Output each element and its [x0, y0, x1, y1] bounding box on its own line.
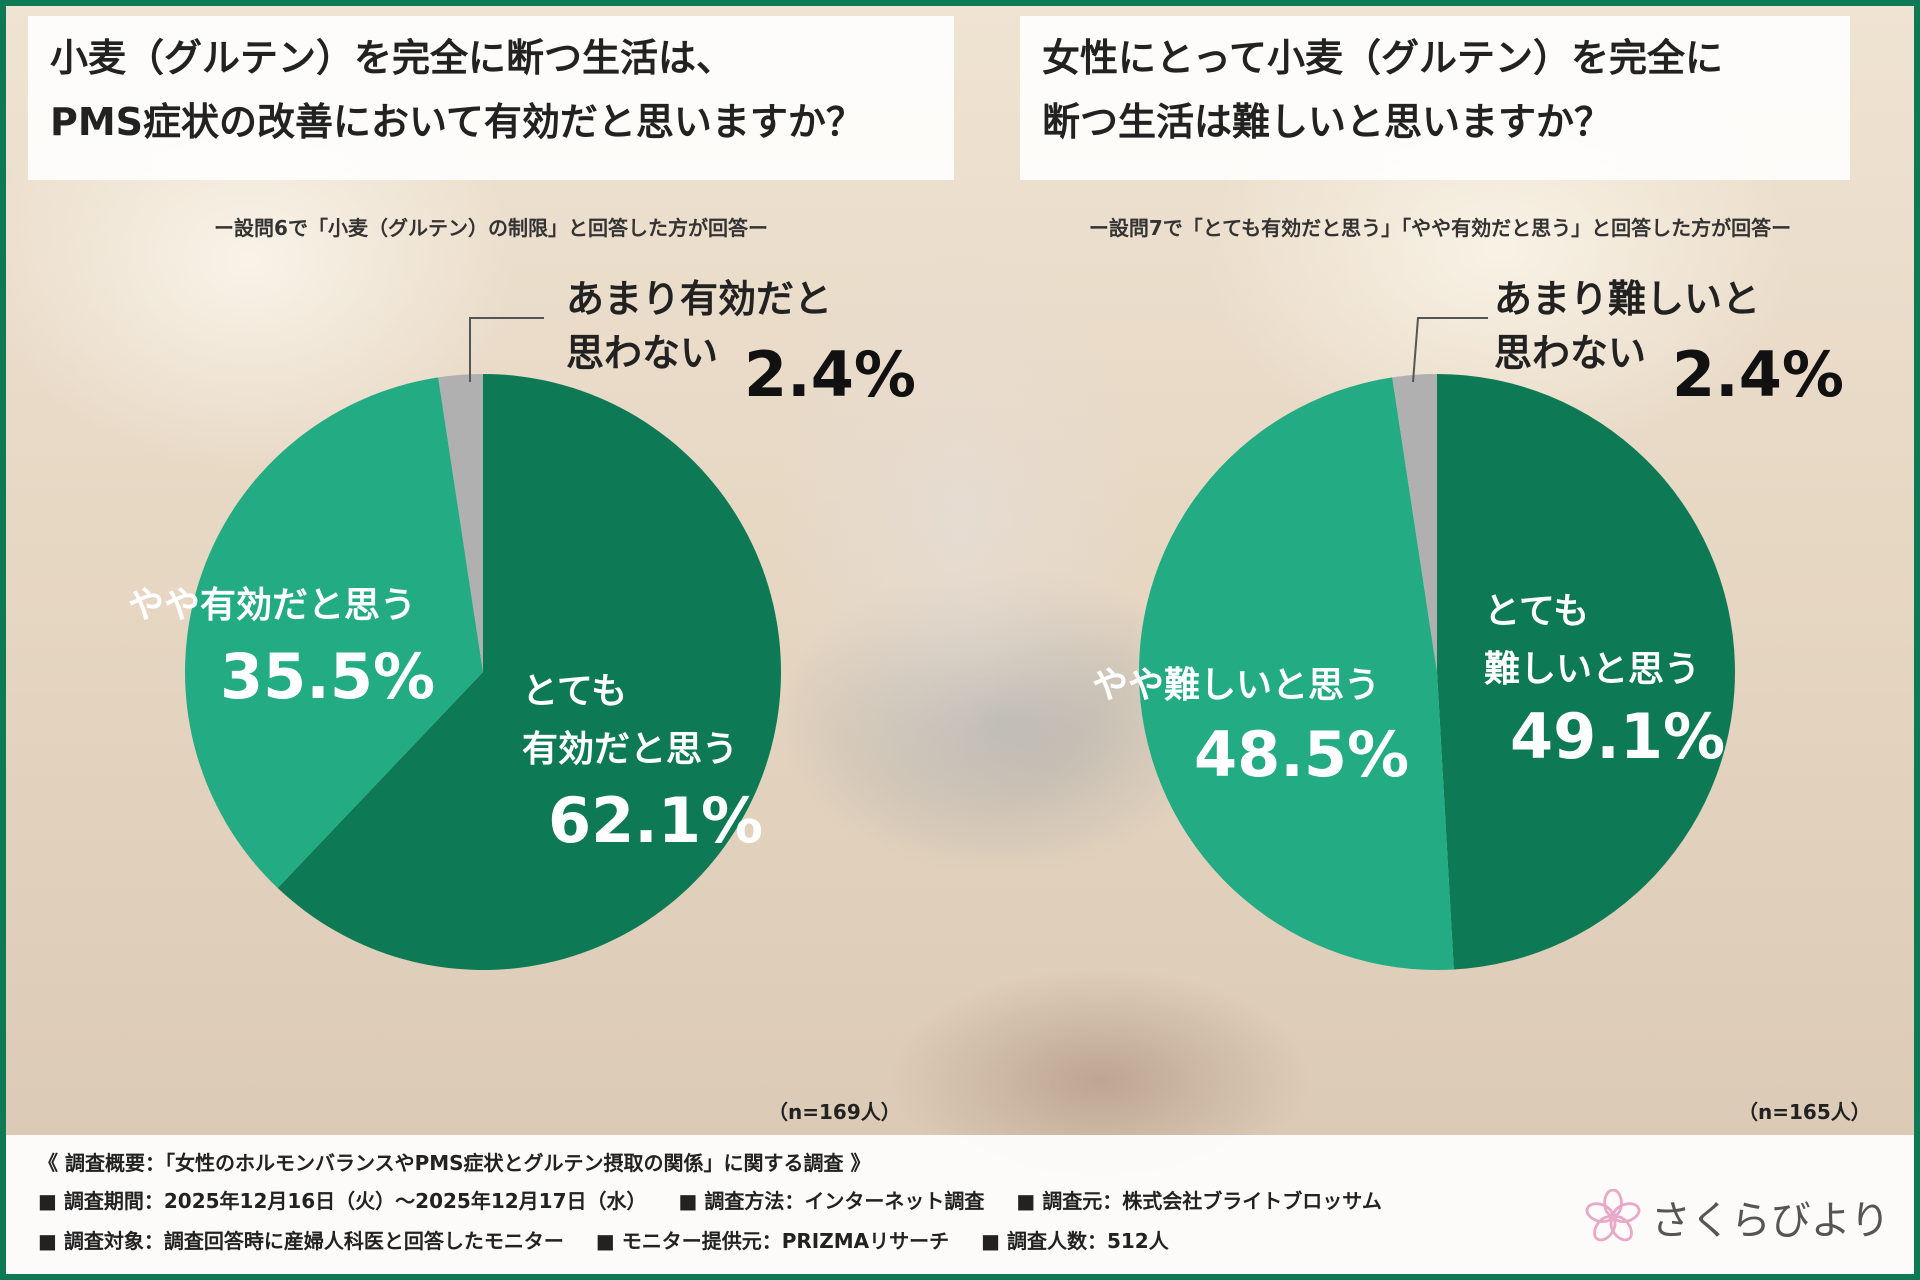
left-title-line2: PMS症状の改善において有効だと思いますか？	[50, 100, 864, 144]
right-label-very-difficult: とても 難しいと思う	[1484, 586, 1700, 696]
left-label-not-effective-line1: あまり有効だと	[566, 277, 833, 321]
footer-provider: ■ モニター提供元：PRIZMAリサーチ	[595, 1229, 950, 1253]
right-leader-line	[1412, 317, 1488, 383]
right-chart-subtitle: ー設問7で「とても有効だと思う」「やや有効だと思う」と回答した方が回答ー	[1088, 216, 1792, 240]
right-pie-slice-somewhat	[1139, 377, 1454, 971]
left-label-very-effective-line2: 有効だと思う	[522, 729, 739, 770]
right-value-very-difficult: 49.1%	[1510, 700, 1726, 773]
left-title-line1: 小麦（グルテン）を完全に断つ生活は、	[50, 36, 735, 80]
right-title-line2: 断つ生活は難しいと思いますか？	[1042, 100, 1613, 144]
footer-row-3: ■ 調査対象：調査回答時に産婦人科医と回答したモニター ■ モニター提供元：PRI…	[38, 1225, 1201, 1254]
footer-target: ■ 調査対象：調査回答時に産婦人科医と回答したモニター	[38, 1229, 564, 1253]
left-value-very-effective: 62.1%	[548, 784, 764, 857]
right-pie-slice-very	[1437, 374, 1735, 970]
right-label-very-difficult-line1: とても	[1484, 591, 1590, 632]
left-label-very-effective-line1: とても	[522, 671, 628, 712]
left-label-not-effective: あまり有効だと 思わない	[566, 272, 832, 380]
left-chart-subtitle: ー設問6で「小麦（グルテン）の制限」と回答した方が回答ー	[214, 216, 768, 240]
left-pie-slice-somewhat	[184, 377, 483, 888]
right-label-not-difficult-line2: 思わない	[1494, 331, 1647, 375]
left-leader-line	[469, 317, 544, 382]
left-label-somewhat-effective: やや有効だと思う	[128, 585, 417, 626]
right-title-line1: 女性にとって小麦（グルテン）を完全に	[1042, 36, 1723, 80]
sakura-flower-icon	[1585, 1189, 1641, 1242]
left-label-not-effective-line2: 思わない	[566, 331, 719, 375]
right-pie-slice-not	[1392, 374, 1437, 672]
right-sample-size: （n=165人）	[1738, 1100, 1871, 1124]
left-label-very-effective: とても 有効だと思う	[522, 666, 738, 776]
right-value-somewhat-difficult: 48.5%	[1194, 718, 1410, 791]
left-value-not-effective: 2.4%	[744, 338, 916, 411]
left-sample-size: （n=169人）	[768, 1100, 901, 1124]
right-label-not-difficult: あまり難しいと 思わない	[1494, 272, 1760, 380]
footer-count: ■ 調査人数：512人	[981, 1229, 1169, 1253]
brand-logo: さくらびより	[1585, 1188, 1890, 1246]
right-value-not-difficult: 2.4%	[1672, 338, 1844, 411]
footer-source: ■ 調査元：株式会社ブライトブロッサム	[1016, 1189, 1382, 1213]
footer-row-2: ■ 調査期間：2025年12月16日（火）～2025年12月17日（水） ■ 調査…	[38, 1185, 1414, 1214]
right-label-not-difficult-line1: あまり難しいと	[1494, 277, 1761, 321]
right-label-very-difficult-line2: 難しいと思う	[1484, 649, 1701, 690]
footer-heading: 《 調査概要：「女性のホルモンバランスやPMS症状とグルテン摂取の関係」に関する…	[38, 1151, 871, 1175]
left-pie-slice-not	[438, 374, 483, 672]
footer-period: ■ 調査期間：2025年12月16日（火）～2025年12月17日（水）	[38, 1189, 647, 1213]
right-chart-title: 女性にとって小麦（グルテン）を完全に 断つ生活は難しいと思いますか？	[1020, 16, 1850, 180]
left-value-somewhat-effective: 35.5%	[220, 640, 436, 713]
brand-logo-text: さくらびより	[1650, 1198, 1890, 1244]
right-label-somewhat-difficult: やや難しいと思う	[1092, 665, 1381, 706]
left-chart-title: 小麦（グルテン）を完全に断つ生活は、 PMS症状の改善において有効だと思いますか…	[28, 16, 954, 180]
left-pie-slice-very	[277, 374, 781, 971]
footer-method: ■ 調査方法：インターネット調査	[678, 1189, 985, 1213]
